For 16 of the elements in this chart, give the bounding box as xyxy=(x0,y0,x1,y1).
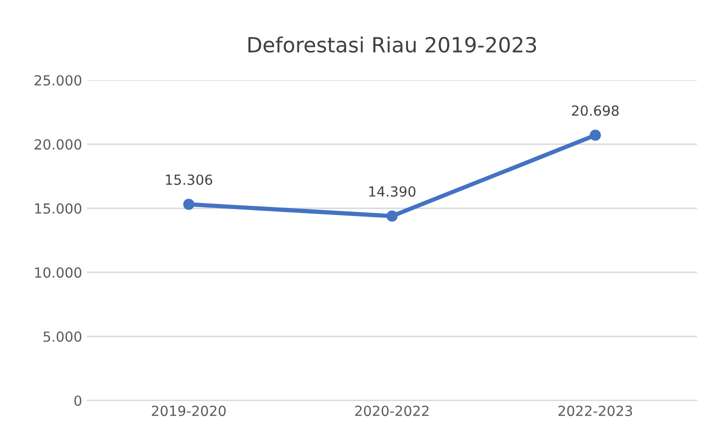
point xyxy=(386,210,398,222)
y-tick-label: 15.000 xyxy=(35,203,82,214)
data-label: 20.698 xyxy=(572,105,619,116)
point xyxy=(183,198,194,210)
y-tick-label: 0 xyxy=(74,395,82,406)
y-tick-label: 25.000 xyxy=(34,75,82,86)
data-label: 14.390 xyxy=(369,186,416,197)
point xyxy=(590,130,601,141)
x-tick-label: 2020-2022 xyxy=(355,406,428,416)
x-tick-label: 2019-2020 xyxy=(152,406,226,416)
chart-title: Deforestasi Riau 2019-2023 xyxy=(248,36,536,53)
y-tick-label: 20.000 xyxy=(34,139,82,150)
x-tick-label: 2022-2023 xyxy=(558,406,632,416)
y-tick-label: 10.000 xyxy=(35,267,82,278)
data-label: 15.306 xyxy=(166,174,212,185)
y-tick-label: 5.000 xyxy=(44,331,82,342)
